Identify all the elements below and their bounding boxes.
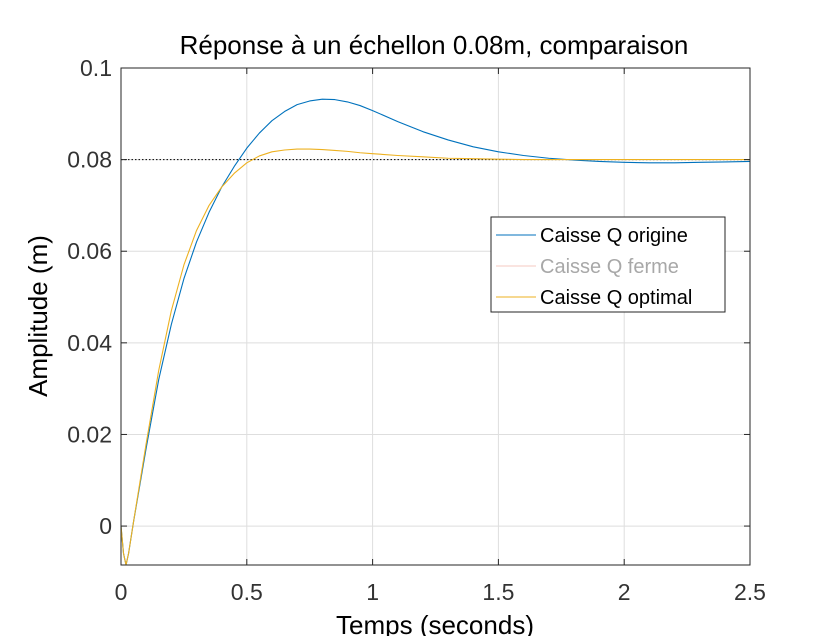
series-line-0 — [120, 98, 751, 566]
x-tick-label: 0 — [115, 579, 128, 605]
series-line-2 — [120, 148, 750, 566]
x-tick-label: 0.5 — [231, 579, 263, 605]
y-tick-label: 0.06 — [67, 238, 112, 264]
legend-label-2: Caisse Q optimal — [540, 287, 692, 309]
x-tick-label: 1 — [366, 579, 379, 605]
x-tick-label: 1.5 — [482, 579, 514, 605]
y-tick-labels: 0 0.02 0.04 0.06 0.08 0.1 — [67, 55, 112, 539]
y-tick-label: 0.02 — [67, 421, 112, 447]
series-lines — [120, 98, 751, 566]
y-tick-label: 0.1 — [80, 55, 112, 81]
y-tick-label: 0 — [99, 513, 112, 539]
x-tick-label: 2.5 — [734, 579, 766, 605]
x-axis-label: Temps (seconds) — [336, 610, 534, 636]
legend: Caisse Q origine Caisse Q ferme Caisse Q o… — [490, 216, 726, 313]
x-tick-label: 2 — [618, 579, 631, 605]
legend-items: Caisse Q origine Caisse Q ferme Caisse Q o… — [496, 225, 692, 309]
plot-area-frame — [120, 67, 751, 566]
y-tick-label: 0.08 — [67, 147, 112, 173]
axis-ticks — [120, 67, 751, 565]
legend-box — [490, 216, 726, 313]
legend-label-1: Caisse Q ferme — [540, 256, 679, 278]
x-tick-labels: 0 0.5 1 1.5 2 2.5 — [115, 579, 766, 605]
y-axis-label: Amplitude (m) — [23, 235, 53, 397]
plot-area-background — [121, 68, 750, 565]
y-tick-label: 0.04 — [67, 330, 112, 356]
chart-title: Réponse à un échellon 0.08m, comparaison — [180, 30, 689, 60]
legend-label-0: Caisse Q origine — [540, 225, 688, 247]
grid-lines — [121, 68, 750, 565]
